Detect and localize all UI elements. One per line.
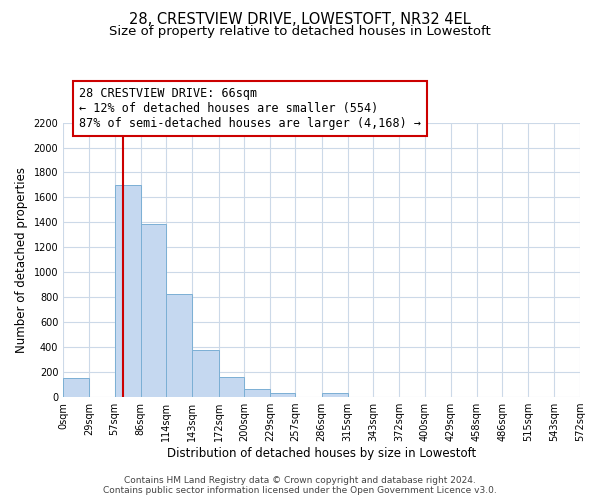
X-axis label: Distribution of detached houses by size in Lowestoft: Distribution of detached houses by size … [167, 447, 476, 460]
Text: 28 CRESTVIEW DRIVE: 66sqm
← 12% of detached houses are smaller (554)
87% of semi: 28 CRESTVIEW DRIVE: 66sqm ← 12% of detac… [79, 87, 421, 130]
Bar [244, 389, 270, 397]
Bar [193, 350, 218, 397]
Y-axis label: Number of detached properties: Number of detached properties [15, 167, 28, 353]
Bar [166, 294, 193, 397]
Bar [322, 394, 348, 397]
Text: Contains HM Land Registry data © Crown copyright and database right 2024.
Contai: Contains HM Land Registry data © Crown c… [103, 476, 497, 495]
Text: Size of property relative to detached houses in Lowestoft: Size of property relative to detached ho… [109, 25, 491, 38]
Bar [141, 224, 166, 397]
Text: 28, CRESTVIEW DRIVE, LOWESTOFT, NR32 4EL: 28, CRESTVIEW DRIVE, LOWESTOFT, NR32 4EL [129, 12, 471, 28]
Bar [63, 378, 89, 397]
Bar [218, 377, 244, 397]
Bar [270, 394, 295, 397]
Bar [115, 185, 141, 397]
